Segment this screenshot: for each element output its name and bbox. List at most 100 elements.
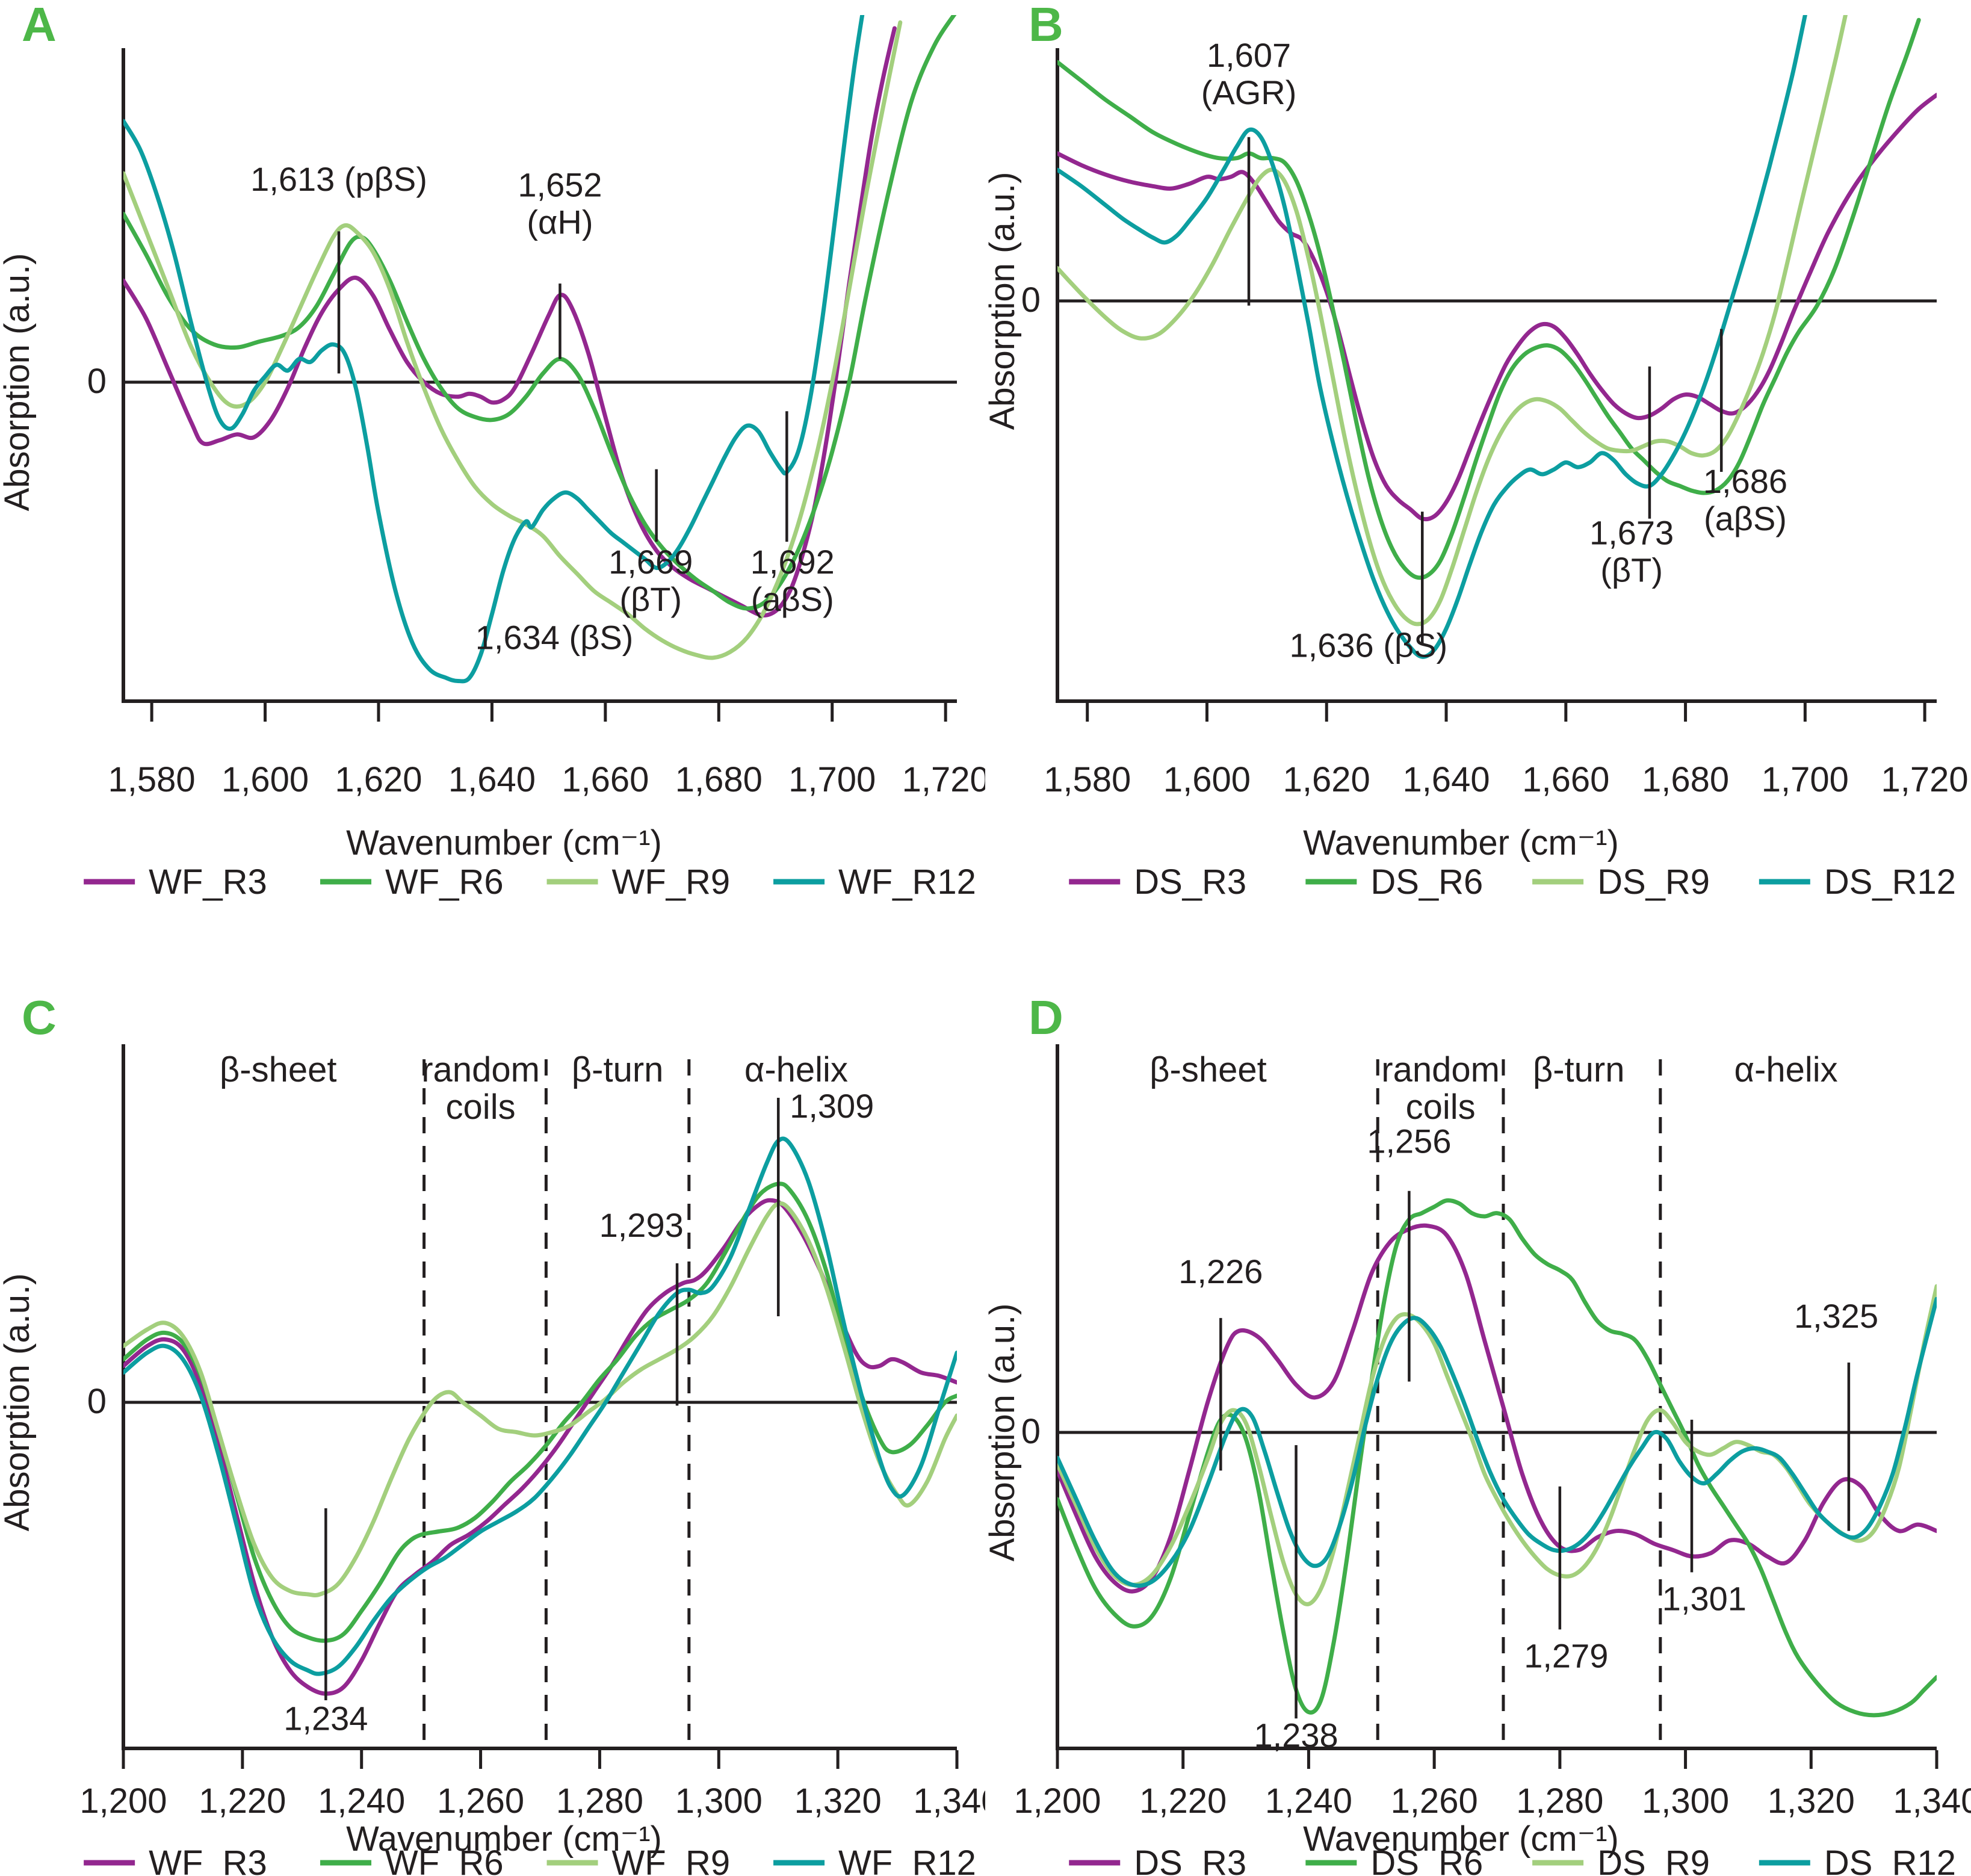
legend-label-ds_r12: DS_R12 xyxy=(1824,862,1956,902)
annotation-label-3: 1,279 xyxy=(1524,1637,1608,1675)
x-tick-label: 1,720 xyxy=(902,760,985,799)
annotation-label-1: 1,652 xyxy=(518,166,602,204)
x-tick-label: 1,200 xyxy=(79,1782,167,1821)
x-tick-label: 1,580 xyxy=(108,760,196,799)
legend-label-ds_r6: DS_R6 xyxy=(1370,1843,1483,1876)
annotation-label-4: 1,692 xyxy=(750,543,835,581)
legend-label-ds_r9: DS_R9 xyxy=(1597,862,1710,902)
chart-panel-b: B 0 1,580 1,600 1,620 1,640 1,660 1,680 1,700 1,7… xyxy=(985,0,1969,902)
annotation-label-2: 1,238 xyxy=(1254,1717,1338,1754)
x-tick-label: 1,700 xyxy=(788,760,876,799)
legend-label-ds_r9: DS_R9 xyxy=(1597,1843,1710,1876)
legend-label-wf_r6: WF_R6 xyxy=(385,1843,504,1876)
x-tick-label: 1,640 xyxy=(448,760,536,799)
x-tick-label: 1,700 xyxy=(1762,760,1849,799)
x-tick-label: 1,600 xyxy=(221,760,309,799)
annotation-label-2: 1,309 xyxy=(790,1087,874,1125)
x-axis-title: Wavenumber (cm⁻¹) xyxy=(346,1819,662,1859)
x-tick-label: 1,220 xyxy=(199,1782,286,1821)
series-line-wf_r9 xyxy=(123,1201,957,1597)
annotation-label-1: (αH) xyxy=(527,203,593,241)
x-axis-title: Wavenumber (cm⁻¹) xyxy=(1303,1819,1619,1859)
legend-label-ds_r6: DS_R6 xyxy=(1370,862,1483,902)
annotation-label-0: (AGR) xyxy=(1201,73,1297,111)
region-label-2: β-turn xyxy=(572,1050,664,1089)
x-tick-label: 1,620 xyxy=(1283,760,1370,799)
x-tick-label: 1,580 xyxy=(1044,760,1131,799)
annotation-label-1: 1,256 xyxy=(1367,1122,1451,1160)
legend-label-ds_r12: DS_R12 xyxy=(1824,1843,1956,1876)
x-tick-label: 1,220 xyxy=(1139,1782,1227,1821)
annotation-label-3: (βT) xyxy=(619,580,682,618)
region-label-1: coils xyxy=(446,1088,516,1127)
region-label-1: random xyxy=(1381,1050,1500,1089)
annotation-label-1: 1,636 (βS) xyxy=(1290,626,1448,664)
annotation-label-2: 1,634 (βS) xyxy=(475,618,634,656)
annotation-label-0: 1,234 xyxy=(283,1700,368,1738)
region-label-2: β-turn xyxy=(1533,1050,1625,1089)
x-tick-label: 1,340 xyxy=(913,1782,985,1821)
annotation-label-5: 1,325 xyxy=(1794,1297,1878,1335)
x-axis-title: Wavenumber (cm⁻¹) xyxy=(346,823,662,862)
series-line-wf_r9 xyxy=(123,20,903,660)
panel-a: A 0 1,580 1,600 1,620 1,640 1,660 1,680 1,700 1,7… xyxy=(0,0,985,939)
annotation-label-3: (aβS) xyxy=(1704,500,1787,537)
region-label-1: coils xyxy=(1406,1088,1476,1127)
series-line-ds_r3 xyxy=(1057,93,1937,522)
annotation-label-2: 1,673 xyxy=(1589,514,1674,552)
x-tick-label: 1,680 xyxy=(675,760,763,799)
x-tick-label: 1,300 xyxy=(1642,1782,1729,1821)
x-tick-label: 1,600 xyxy=(1163,760,1251,799)
x-tick-label: 1,640 xyxy=(1402,760,1490,799)
region-label-1: random xyxy=(421,1050,540,1089)
legend-label-ds_r3: DS_R3 xyxy=(1134,862,1246,902)
series-line-wf_r6 xyxy=(123,1181,957,1643)
annotation-label-0: 1,613 (pβS) xyxy=(250,160,427,198)
x-tick-label: 1,660 xyxy=(562,760,649,799)
panel-letter-a: A xyxy=(22,0,57,51)
chart-panel-a: A 0 1,580 1,600 1,620 1,640 1,660 1,680 1,700 1,7… xyxy=(0,0,985,902)
x-tick-label: 1,660 xyxy=(1522,760,1609,799)
x-tick-label: 1,260 xyxy=(437,1782,524,1821)
x-tick-label: 1,240 xyxy=(1265,1782,1352,1821)
x-tick-label: 1,240 xyxy=(318,1782,405,1821)
annotation-label-3: 1,686 xyxy=(1703,462,1787,500)
panel-letter-b: B xyxy=(1029,0,1063,51)
legend-label-wf_r6: WF_R6 xyxy=(385,862,504,902)
series-line-wf_r3 xyxy=(123,26,897,618)
series-line-ds_r12 xyxy=(1057,15,1807,659)
legend-label-ds_r3: DS_R3 xyxy=(1134,1843,1246,1876)
zero-label: 0 xyxy=(87,1382,107,1421)
legend-label-wf_r3: WF_R3 xyxy=(149,862,267,902)
annotation-label-0: 1,226 xyxy=(1178,1252,1263,1290)
series-line-wf_r12 xyxy=(123,15,865,684)
panel-letter-c: C xyxy=(22,991,57,1044)
x-tick-label: 1,320 xyxy=(1768,1782,1855,1821)
legend-label-wf_r12: WF_R12 xyxy=(838,862,976,902)
region-label-3: α-helix xyxy=(744,1050,848,1089)
panel-letter-d: D xyxy=(1029,991,1063,1044)
legend-label-wf_r3: WF_R3 xyxy=(149,1843,267,1876)
annotation-label-3: 1,669 xyxy=(608,543,693,581)
x-tick-label: 1,340 xyxy=(1893,1782,1971,1821)
series-line-wf_r12 xyxy=(123,1136,957,1676)
y-axis-title: Absorption (a.u.) xyxy=(985,172,1022,430)
x-tick-label: 1,280 xyxy=(1516,1782,1603,1821)
series-line-ds_r12 xyxy=(1057,1296,1937,1588)
annotation-label-4: 1,301 xyxy=(1662,1580,1747,1618)
y-axis-title: Absorption (a.u.) xyxy=(0,253,37,512)
series-line-wf_r6 xyxy=(123,15,957,611)
legend-label-wf_r9: WF_R9 xyxy=(612,862,731,902)
legend-label-wf_r12: WF_R12 xyxy=(838,1843,976,1876)
series-line-ds_r6 xyxy=(1057,17,1921,580)
zero-label: 0 xyxy=(87,362,107,401)
y-axis-title: Absorption (a.u.) xyxy=(985,1304,1022,1562)
x-tick-label: 1,320 xyxy=(794,1782,882,1821)
x-tick-label: 1,300 xyxy=(675,1782,763,1821)
annotation-label-1: 1,293 xyxy=(599,1206,684,1244)
